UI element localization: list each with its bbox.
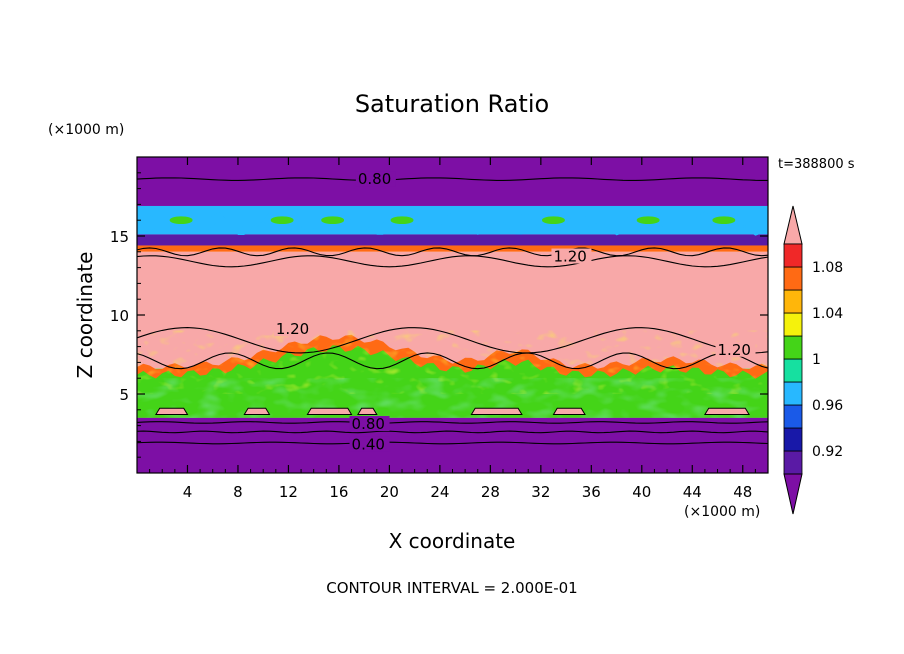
field-layer-2: [137, 234, 768, 246]
colorbar-segment: [783, 243, 803, 268]
contour-lines: [137, 177, 768, 445]
colorbar-tick-label: 1: [812, 352, 821, 368]
x-tick-label: 44: [683, 483, 702, 501]
contour-1.20-top: [137, 247, 768, 257]
contour-label-bg: [355, 171, 396, 187]
x-tick-label: 8: [233, 483, 243, 501]
y-axis-ticks: 5 10 15: [110, 172, 768, 458]
contour-label: 1.20: [718, 341, 751, 359]
x-tick-label: 28: [481, 483, 500, 501]
x-tick-label: 36: [582, 483, 601, 501]
contour-0.40-bottom: [137, 441, 768, 445]
contour-label-bg: [551, 248, 592, 264]
colorbar-segment: [783, 404, 803, 429]
x-tick-label: 40: [632, 483, 651, 501]
x-axis-ticks: 4 8 12 16 20 24 28 32 36 40 44 48: [149, 157, 756, 501]
upper-band-cores: [169, 216, 736, 225]
cloud-base-cells: [155, 407, 750, 415]
colorbar-over-triangle: [783, 205, 803, 245]
contour-0.80-bottom: [137, 421, 768, 424]
x-tick-label: 48: [733, 483, 752, 501]
colorbar-segment: [783, 427, 803, 452]
colorbar-tick-label: 0.92: [812, 444, 843, 460]
contour-0.80-top: [137, 177, 768, 181]
colorbar-segment: [783, 358, 803, 383]
contour-label: 1.20: [553, 248, 586, 266]
colorbar-tick-label: 1.04: [812, 306, 843, 322]
colorbar-segment: [783, 335, 803, 360]
contour-label-bg: [349, 436, 390, 452]
colorbar-tick-label: 0.96: [812, 398, 843, 414]
y-axis-label: Z coordinate: [73, 252, 97, 379]
contour-interval-footer: CONTOUR INTERVAL = 2.000E-01: [326, 579, 577, 597]
colorbar-segment: [783, 289, 803, 314]
colorbar-tick-label: 1.08: [812, 260, 843, 276]
field-layer-3: [137, 245, 768, 252]
colorbar-segment: [783, 450, 803, 475]
contour-label: 0.80: [358, 170, 391, 188]
field-layer-0: [137, 157, 768, 206]
y-tick-label: 5: [119, 386, 129, 404]
plot-area: 0.80 1.20 1.20 1.20 0.80 0.40: [137, 157, 768, 473]
contour-label-bg: [349, 416, 390, 432]
upper-band-blobs: [137, 210, 768, 236]
contour-label: 1.20: [276, 320, 309, 338]
colorbar-under-triangle: [783, 473, 803, 515]
x-tick-label: 12: [279, 483, 298, 501]
contour-1.20-upper: [137, 255, 768, 268]
colorbar-segment: [783, 312, 803, 337]
contour-1.20-lower: [137, 352, 768, 370]
x-axis-label: X coordinate: [389, 529, 516, 553]
x-tick-label: 16: [329, 483, 348, 501]
contour-label-bg: [273, 321, 314, 337]
x-tick-label: 24: [430, 483, 449, 501]
convective-texture-yellow: [137, 330, 768, 394]
field-layer-6: [137, 417, 768, 473]
colorbar-segment: [783, 266, 803, 291]
contour-label: 0.40: [352, 436, 385, 454]
time-label: t=388800 s: [778, 157, 855, 172]
contour-labels: 0.80 1.20 1.20 1.20 0.80 0.40: [273, 170, 756, 454]
contour-label: 0.80: [352, 415, 385, 433]
y-tick-label: 10: [110, 307, 129, 325]
y-tick-label: 15: [110, 228, 129, 246]
contour-0.60-bottom: [137, 430, 768, 434]
chart-title: Saturation Ratio: [355, 90, 549, 118]
contour-label-bg: [715, 341, 756, 357]
x-tick-label: 32: [531, 483, 550, 501]
x-tick-label: 20: [380, 483, 399, 501]
x-unit-label: (×1000 m): [684, 504, 760, 520]
x-tick-label: 4: [183, 483, 193, 501]
contour-1.20-mid: [137, 327, 768, 354]
y-unit-label: (×1000 m): [48, 122, 124, 138]
colorbar: 1.08 1.04 1 0.96 0.92: [783, 205, 843, 515]
colorbar-segment: [783, 381, 803, 406]
